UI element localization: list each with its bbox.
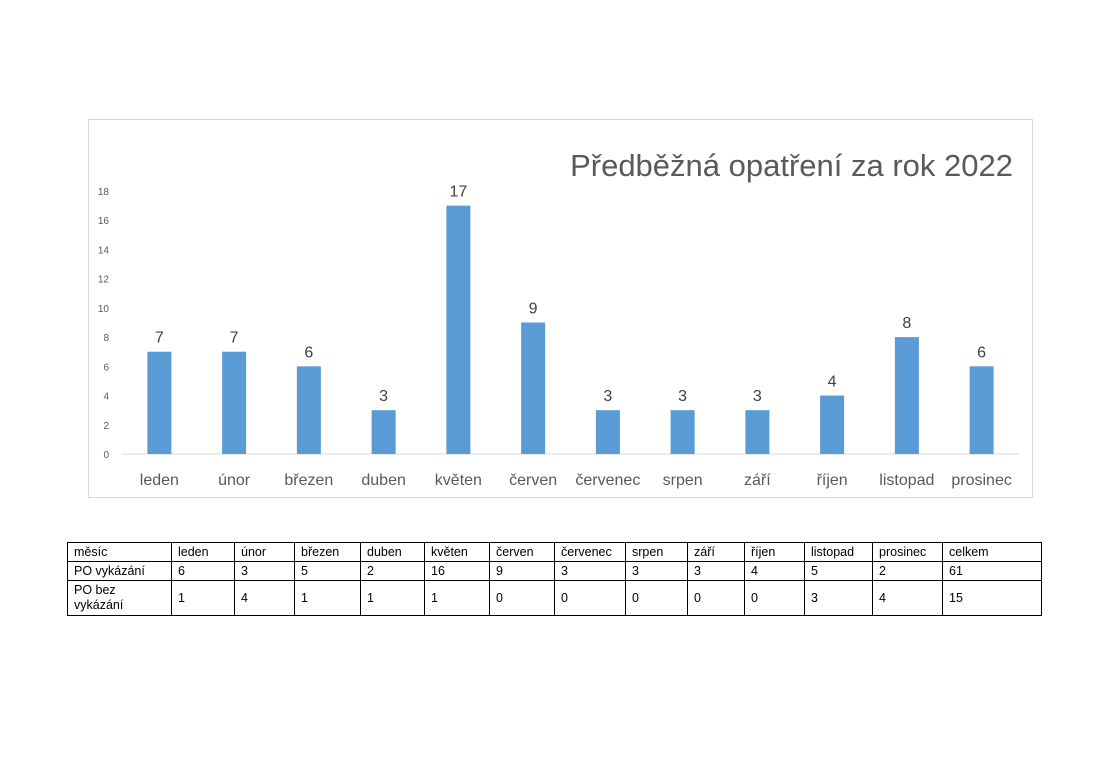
table-cell: 3 bbox=[804, 580, 873, 616]
table-cell: 0 bbox=[744, 580, 805, 616]
table-cell: 1 bbox=[424, 580, 490, 616]
x-category-label: březen bbox=[284, 472, 333, 489]
table-cell: 61 bbox=[942, 561, 1042, 581]
table-cell: PO bez vykázání bbox=[67, 580, 172, 616]
y-tick-label: 0 bbox=[103, 450, 109, 461]
table-cell: celkem bbox=[942, 542, 1042, 562]
y-axis-ticks: 0 2 4 6 8 10 12 14 16 18 bbox=[98, 187, 110, 461]
data-label: 3 bbox=[379, 388, 388, 405]
bar bbox=[222, 351, 247, 454]
y-tick-label: 6 bbox=[103, 362, 109, 373]
data-label: 3 bbox=[603, 388, 612, 405]
table-cell: červen bbox=[489, 542, 555, 562]
data-label: 7 bbox=[155, 330, 164, 347]
bar bbox=[147, 351, 172, 454]
bar bbox=[371, 410, 396, 454]
table-cell: 0 bbox=[625, 580, 688, 616]
table-cell: září bbox=[687, 542, 745, 562]
data-label: 17 bbox=[449, 184, 467, 201]
x-category-label: květen bbox=[435, 472, 482, 489]
table-header-row: měsíc leden únor březen duben květen červen čer… bbox=[67, 542, 1042, 562]
table-cell: 3 bbox=[625, 561, 688, 581]
table-cell: 1 bbox=[360, 580, 425, 616]
table-cell: 4 bbox=[234, 580, 295, 616]
table-cell: 16 bbox=[424, 561, 490, 581]
table-cell: 0 bbox=[554, 580, 626, 616]
table-cell: 3 bbox=[687, 561, 745, 581]
data-label: 3 bbox=[678, 388, 687, 405]
table-cell: PO vykázání bbox=[67, 561, 172, 581]
y-tick-label: 2 bbox=[103, 421, 109, 432]
x-category-label: duben bbox=[361, 472, 406, 489]
y-tick-label: 14 bbox=[98, 245, 110, 256]
table-cell: 1 bbox=[294, 580, 361, 616]
bar bbox=[521, 322, 546, 454]
table-cell: únor bbox=[234, 542, 295, 562]
table-cell: 5 bbox=[294, 561, 361, 581]
table-cell: 4 bbox=[872, 580, 943, 616]
x-category-label: leden bbox=[140, 472, 179, 489]
bars bbox=[147, 205, 994, 454]
x-category-label: listopad bbox=[879, 472, 934, 489]
table-cell: srpen bbox=[625, 542, 688, 562]
data-label: 6 bbox=[304, 344, 313, 361]
data-label: 6 bbox=[977, 344, 986, 361]
data-labels: 7 7 6 3 17 9 3 3 3 4 8 6 bbox=[155, 184, 986, 406]
bar bbox=[595, 410, 620, 454]
table-cell: 3 bbox=[234, 561, 295, 581]
bar-chart: Předběžná opatření za rok 2022 0 2 4 6 8 10 12… bbox=[98, 148, 1019, 489]
table-cell: leden bbox=[171, 542, 235, 562]
bar bbox=[296, 366, 321, 454]
chart-title: Předběžná opatření za rok 2022 bbox=[570, 148, 1013, 183]
table-cell: květen bbox=[424, 542, 490, 562]
table-cell: 15 bbox=[942, 580, 1042, 616]
table-cell: 3 bbox=[554, 561, 626, 581]
table-cell: listopad bbox=[804, 542, 873, 562]
table-cell: 2 bbox=[360, 561, 425, 581]
y-tick-label: 8 bbox=[103, 333, 109, 344]
table-cell: 2 bbox=[872, 561, 943, 581]
table-cell: 9 bbox=[489, 561, 555, 581]
table-cell: říjen bbox=[744, 542, 805, 562]
table-cell: prosinec bbox=[872, 542, 943, 562]
table-cell: 1 bbox=[171, 580, 235, 616]
x-category-label: říjen bbox=[817, 472, 848, 489]
data-label: 3 bbox=[753, 388, 762, 405]
x-category-label: září bbox=[744, 472, 771, 489]
x-category-label: srpen bbox=[663, 472, 703, 489]
bar bbox=[820, 395, 845, 454]
table-cell: 0 bbox=[687, 580, 745, 616]
y-tick-label: 4 bbox=[103, 392, 109, 403]
x-axis-categories: leden únor březen duben květen červen červenec… bbox=[140, 472, 1012, 489]
y-tick-label: 10 bbox=[98, 304, 110, 315]
data-label: 9 bbox=[529, 301, 538, 318]
table-cell: měsíc bbox=[67, 542, 172, 562]
bar bbox=[446, 205, 471, 454]
table-cell: 5 bbox=[804, 561, 873, 581]
table-cell: červenec bbox=[554, 542, 626, 562]
x-category-label: prosinec bbox=[951, 472, 1011, 489]
y-tick-label: 16 bbox=[98, 216, 110, 227]
x-category-label: únor bbox=[218, 472, 251, 489]
table-row: PO bez vykázání 1 4 1 1 1 0 0 0 0 0 3 4 15 bbox=[67, 580, 1042, 616]
table-cell: 4 bbox=[744, 561, 805, 581]
chart-area: Předběžná opatření za rok 2022 0 2 4 6 8 10 12… bbox=[88, 119, 1033, 498]
x-category-label: červen bbox=[509, 472, 557, 489]
bar bbox=[969, 366, 994, 454]
bar bbox=[894, 337, 919, 454]
y-tick-label: 18 bbox=[98, 187, 110, 198]
data-label: 7 bbox=[230, 330, 239, 347]
y-tick-label: 12 bbox=[98, 275, 110, 286]
data-label: 4 bbox=[828, 374, 837, 391]
x-category-label: červenec bbox=[575, 472, 640, 489]
data-table: měsíc leden únor březen duben květen červen čer… bbox=[67, 542, 1042, 616]
table-cell: 0 bbox=[489, 580, 555, 616]
table-cell: duben bbox=[360, 542, 425, 562]
table-cell: březen bbox=[294, 542, 361, 562]
bar bbox=[670, 410, 695, 454]
table-cell: 6 bbox=[171, 561, 235, 581]
data-label: 8 bbox=[902, 315, 911, 332]
bar bbox=[745, 410, 770, 454]
table-row: PO vykázání 6 3 5 2 16 9 3 3 3 4 5 2 61 bbox=[67, 561, 1042, 581]
